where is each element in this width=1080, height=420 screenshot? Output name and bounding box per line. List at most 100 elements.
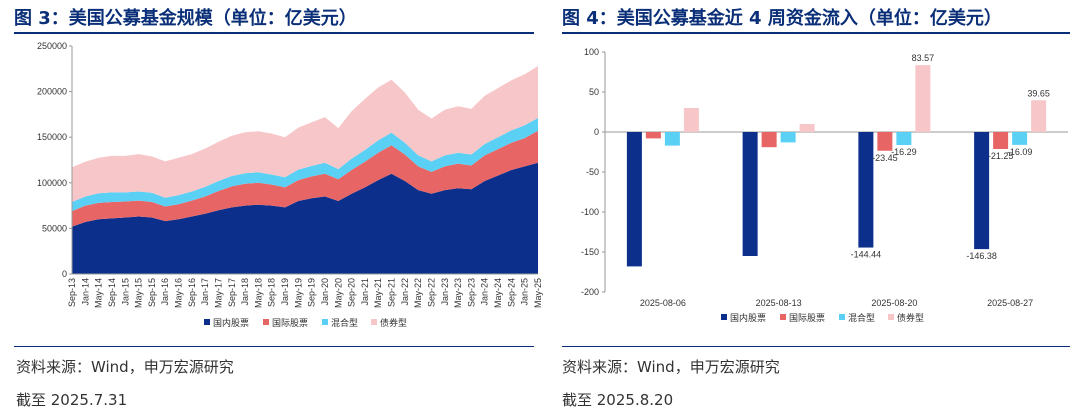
x-tick-label: Sep-21	[387, 278, 397, 307]
x-tick-label: Jan-14	[80, 278, 90, 306]
y-tick-label: 150000	[37, 132, 67, 142]
x-tick-label: May-23	[453, 278, 463, 308]
x-tick-label: May-24	[493, 278, 503, 308]
right-title-rule	[562, 32, 1070, 34]
bar-value-label: -23.45	[872, 153, 898, 163]
legend-label-1: 国内股票	[730, 312, 766, 323]
bar-4	[1031, 100, 1047, 132]
bar-2	[993, 132, 1009, 149]
legend-swatch-2	[780, 314, 786, 320]
x-tick-label: Jan-18	[240, 278, 250, 306]
x-tick-label: Sep-16	[187, 278, 197, 307]
x-category-label: 2025-08-27	[987, 298, 1033, 308]
x-tick-label: Sep-15	[147, 278, 157, 307]
left-chart-title: 图 3：美国公募基金规模（单位：亿美元）	[14, 8, 357, 29]
legend-label-4: 债券型	[897, 312, 924, 323]
x-tick-label: May-15	[134, 278, 144, 308]
bar-2	[877, 132, 893, 151]
y-tick-label: 0	[62, 269, 67, 279]
right-source: 资料来源：Wind，申万宏源研究	[562, 358, 780, 376]
legend-swatch-2	[263, 319, 269, 325]
bar-2	[645, 132, 661, 139]
x-tick-label: May-19	[293, 278, 303, 308]
bar-value-label: -16.29	[891, 147, 917, 157]
legend-label-2: 国际股票	[789, 313, 825, 323]
y-tick-label: 100000	[37, 178, 67, 188]
left-title-rule	[14, 32, 534, 34]
x-tick-label: Sep-14	[107, 278, 117, 307]
x-category-label: 2025-08-13	[756, 298, 802, 308]
bar-value-label: -144.44	[851, 250, 882, 260]
x-tick-label: May-20	[333, 278, 343, 308]
right-note: 截至 2025.8.20	[562, 391, 674, 409]
legend-label-1: 国内股票	[213, 317, 249, 328]
x-tick-label: Jan-21	[360, 278, 370, 306]
bar-3	[780, 132, 796, 143]
x-category-label: 2025-08-06	[640, 298, 686, 308]
legend-label-3: 混合型	[848, 312, 875, 323]
x-tick-label: Jan-16	[160, 278, 170, 306]
x-tick-label: May-25	[533, 278, 543, 308]
y-tick-label: -150	[581, 247, 599, 257]
left-source: 资料来源：Wind，申万宏源研究	[16, 358, 234, 376]
bar-value-label: -16.09	[1007, 147, 1033, 157]
y-tick-label: 50	[589, 87, 599, 97]
x-tick-label: Jan-15	[120, 278, 130, 306]
right-chart-title: 图 4：美国公募基金近 4 周资金流入（单位：亿美元）	[562, 8, 1002, 29]
x-tick-label: May-16	[174, 278, 184, 308]
x-tick-label: May-14	[94, 278, 104, 308]
x-tick-label: May-21	[373, 278, 383, 308]
left-footer-rule	[14, 346, 534, 347]
legend-swatch-4	[371, 319, 377, 325]
y-tick-label: -200	[581, 287, 599, 297]
legend-label-2: 国际股票	[272, 318, 308, 328]
left-note: 截至 2025.7.31	[16, 391, 128, 409]
bar-1	[742, 132, 758, 256]
bar-2	[761, 132, 777, 148]
bar-value-label: -146.38	[966, 251, 997, 261]
right-footer-rule	[562, 346, 1070, 347]
area-series-2	[72, 130, 538, 227]
x-tick-label: Sep-18	[267, 278, 277, 307]
x-tick-label: Sep-13	[67, 278, 77, 307]
bar-1	[858, 132, 874, 248]
y-tick-label: -100	[581, 207, 599, 217]
x-tick-label: May-18	[253, 278, 263, 308]
x-tick-label: Sep-20	[347, 278, 357, 307]
y-tick-label: 100	[584, 47, 599, 57]
bar-value-label: 83.57	[912, 53, 935, 63]
bar-3	[896, 132, 912, 146]
legend-swatch-1	[204, 319, 210, 325]
y-tick-label: 250000	[37, 41, 67, 51]
x-tick-label: Sep-24	[506, 278, 516, 307]
area-series-4	[72, 66, 538, 202]
x-tick-label: May-22	[413, 278, 423, 308]
x-tick-label: Jan-19	[280, 278, 290, 306]
area-series-3	[72, 118, 538, 212]
x-tick-label: Jan-20	[320, 278, 330, 306]
right-bar-chart: 100 50 0 -50 -100 -150 -200 2025-08-06 2025-08-1…	[581, 47, 1068, 323]
x-tick-label: Jan-17	[200, 278, 210, 306]
x-tick-label: Sep-23	[466, 278, 476, 307]
bar-value-label: 39.65	[1027, 88, 1050, 98]
x-tick-label: May-17	[213, 278, 223, 308]
legend-swatch-3	[322, 319, 328, 325]
x-tick-label: Jan-23	[440, 278, 450, 306]
bar-3	[1012, 132, 1028, 145]
bar-3	[664, 132, 680, 146]
y-tick-label: -50	[586, 167, 599, 177]
y-tick-label: 50000	[42, 223, 67, 233]
legend-swatch-4	[888, 314, 894, 320]
legend-label-4: 债券型	[380, 317, 407, 328]
x-tick-label: Jan-24	[480, 278, 490, 306]
bar-1	[974, 132, 990, 250]
y-tick-label: 0	[594, 127, 599, 137]
bar-value-label: -21.25	[988, 151, 1014, 161]
x-tick-label: Sep-17	[227, 278, 237, 307]
x-tick-label: Sep-19	[307, 278, 317, 307]
bar-1	[626, 132, 642, 267]
x-tick-label: Sep-22	[426, 278, 436, 307]
legend-swatch-3	[839, 314, 845, 320]
bar-4	[683, 108, 699, 132]
